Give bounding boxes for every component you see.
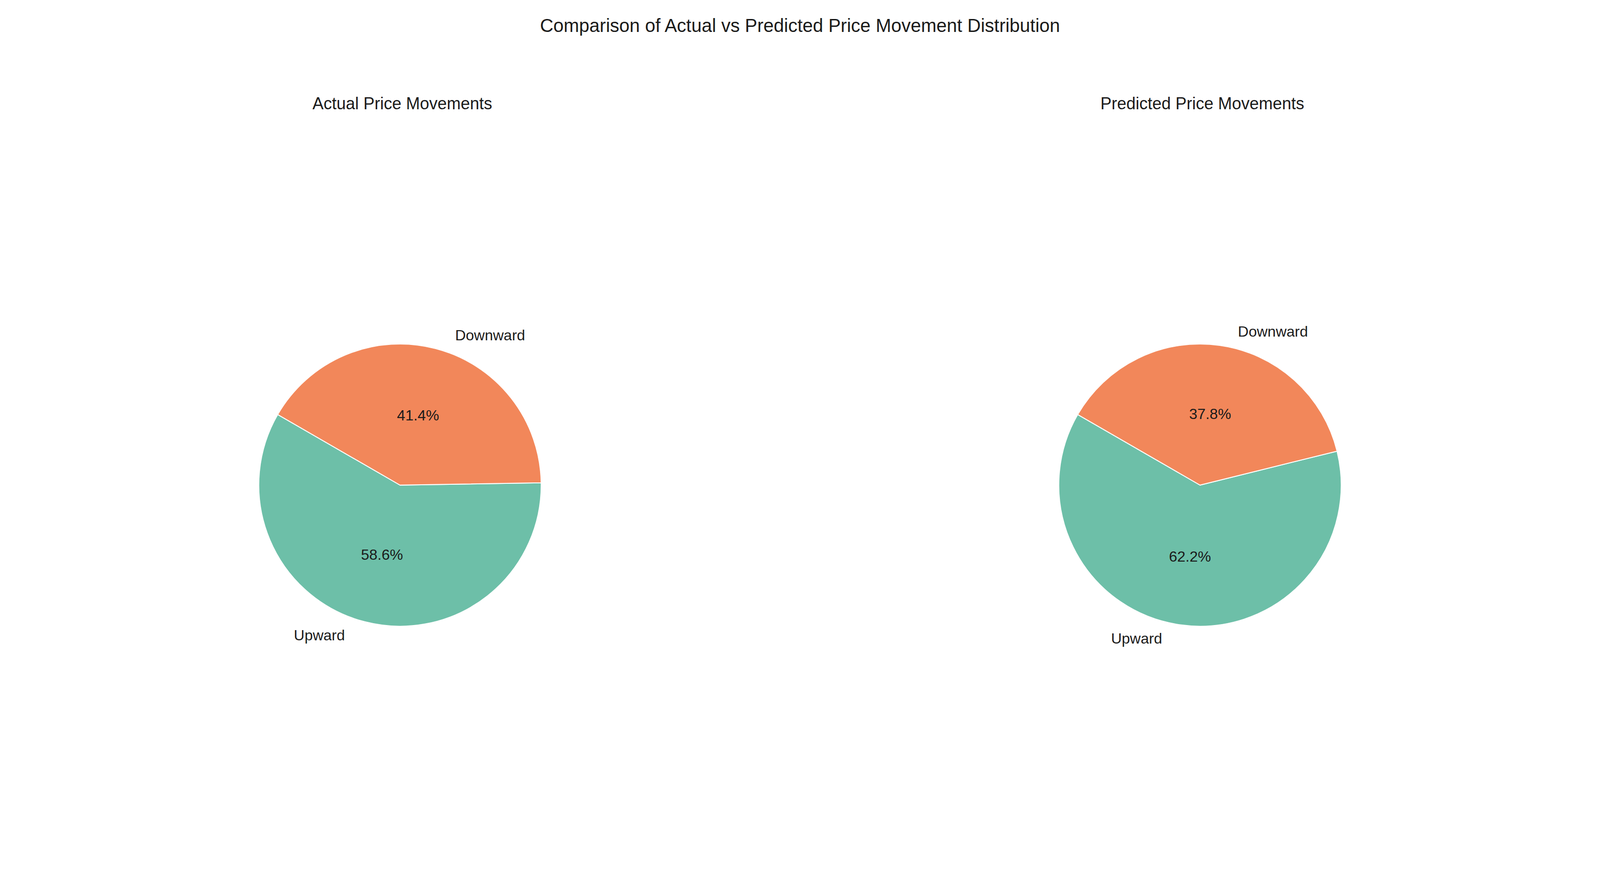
svg-text:58.6%: 58.6% xyxy=(360,546,404,564)
svg-text:37.8%: 37.8% xyxy=(1189,405,1232,423)
svg-text:Predicted Price Movements: Predicted Price Movements xyxy=(1100,94,1304,114)
svg-text:41.4%: 41.4% xyxy=(396,407,440,424)
svg-text:Comparison of Actual vs Predic: Comparison of Actual vs Predicted Price … xyxy=(540,15,1061,36)
svg-text:Upward: Upward xyxy=(1110,630,1162,648)
svg-text:Actual Price Movements: Actual Price Movements xyxy=(312,94,492,114)
svg-text:Upward: Upward xyxy=(293,627,345,644)
svg-text:62.2%: 62.2% xyxy=(1168,548,1211,566)
svg-text:Downward: Downward xyxy=(454,327,525,344)
svg-text:Downward: Downward xyxy=(1237,323,1308,341)
